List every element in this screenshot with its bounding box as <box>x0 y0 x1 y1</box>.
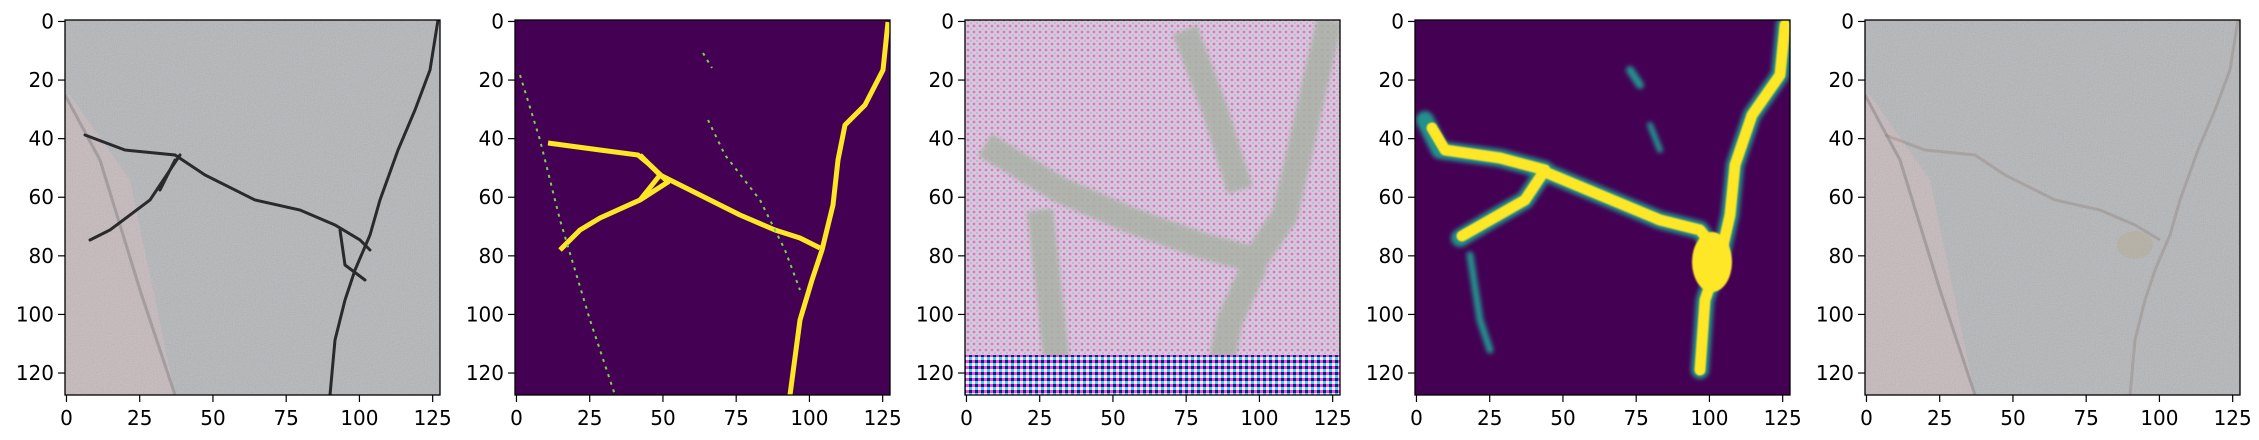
panel-2-x-tick-label: 125 <box>864 406 902 430</box>
panel-5-image <box>1865 20 2240 395</box>
panel-4-y-tick-label: 0 <box>1391 9 1404 33</box>
panel-3-x-tick-label: 50 <box>1100 406 1125 430</box>
panel-4-x-tick-label: 0 <box>1410 406 1423 430</box>
panel-2-x-tick-label: 100 <box>790 406 828 430</box>
panel-1-x-tick-label: 125 <box>414 406 452 430</box>
panel-4-y-tick-label: 40 <box>1379 127 1404 151</box>
panel-3-image <box>965 20 1340 395</box>
panel-3-y-tick-label: 80 <box>929 244 954 268</box>
panel-2-frame <box>514 19 891 396</box>
panel-2-image <box>515 20 890 395</box>
panel-3-y-tick-label: 100 <box>916 302 954 326</box>
panel-3-y-tick-label: 60 <box>929 185 954 209</box>
panel-3-x-tick-label: 75 <box>1173 406 1198 430</box>
panel-1-image <box>65 20 440 395</box>
panel-1-y-tick-label: 100 <box>16 302 54 326</box>
panel-1-y-tick-label: 20 <box>29 68 54 92</box>
panel-5-y-tick-label: 60 <box>1829 185 1854 209</box>
panel-5-x-tick-label: 50 <box>2000 406 2025 430</box>
panel-1-y-tick-label: 0 <box>41 9 54 33</box>
panel-3-x-tick-label: 25 <box>1027 406 1052 430</box>
panel-4-x-tick-label: 50 <box>1550 406 1575 430</box>
panel-2-x-tick-label: 50 <box>650 406 675 430</box>
panel-3-frame <box>964 19 1341 396</box>
panel-1-x-tick-label: 0 <box>60 406 73 430</box>
panel-5-y-tick-label: 120 <box>1816 361 1854 385</box>
panel-2-y-tick-label: 40 <box>479 127 504 151</box>
panel-4-y-tick-label: 60 <box>1379 185 1404 209</box>
panel-4-frame <box>1414 19 1791 396</box>
panel-2-x-tick-label: 25 <box>577 406 602 430</box>
panel-4-y-tick-label: 100 <box>1366 302 1404 326</box>
panel-1-frame <box>64 19 441 396</box>
panel-3-x-tick-label: 125 <box>1314 406 1352 430</box>
panel-1-y-tick-label: 60 <box>29 185 54 209</box>
panel-5-y-tick-label: 20 <box>1829 68 1854 92</box>
panel-3-y-tick-label: 20 <box>929 68 954 92</box>
panel-3-x-tick-label: 100 <box>1240 406 1278 430</box>
panel-4-x-tick-label: 100 <box>1690 406 1728 430</box>
panel-2-y-tick-label: 0 <box>491 9 504 33</box>
panel-5-x-tick-label: 25 <box>1927 406 1952 430</box>
panel-5-y-tick-label: 40 <box>1829 127 1854 151</box>
panel-2-x-tick-label: 75 <box>723 406 748 430</box>
panel-4-x-tick-label: 25 <box>1477 406 1502 430</box>
panel-4-x-tick-label: 125 <box>1764 406 1802 430</box>
panel-5-frame <box>1864 19 2241 396</box>
panel-5-x-tick-label: 125 <box>2214 406 2252 430</box>
panel-5-y-tick-label: 100 <box>1816 302 1854 326</box>
panel-5-y-tick-label: 80 <box>1829 244 1854 268</box>
panel-3-y-tick-label: 40 <box>929 127 954 151</box>
panel-1-y-tick-label: 80 <box>29 244 54 268</box>
panel-2-x-tick-label: 0 <box>510 406 523 430</box>
panel-3-x-tick-label: 0 <box>960 406 973 430</box>
panel-1-x-tick-label: 50 <box>200 406 225 430</box>
panel-1-y-tick-label: 40 <box>29 127 54 151</box>
panel-1-x-tick-label: 100 <box>340 406 378 430</box>
panel-5-x-tick-label: 0 <box>1860 406 1873 430</box>
panel-4-y-tick-label: 20 <box>1379 68 1404 92</box>
panel-5-x-tick-label: 100 <box>2140 406 2178 430</box>
panel-5-x-tick-label: 75 <box>2073 406 2098 430</box>
panel-3-y-tick-label: 120 <box>916 361 954 385</box>
panel-2-y-tick-label: 120 <box>466 361 504 385</box>
panel-2-y-tick-label: 20 <box>479 68 504 92</box>
panel-2-y-tick-label: 60 <box>479 185 504 209</box>
panel-4-x-tick-label: 75 <box>1623 406 1648 430</box>
panel-5-y-tick-label: 0 <box>1841 9 1854 33</box>
panel-1-x-tick-label: 75 <box>273 406 298 430</box>
panel-4-image <box>1415 20 1790 395</box>
panel-3-y-tick-label: 0 <box>941 9 954 33</box>
panel-2-y-tick-label: 80 <box>479 244 504 268</box>
panel-2-y-tick-label: 100 <box>466 302 504 326</box>
panel-4-y-tick-label: 120 <box>1366 361 1404 385</box>
panel-1-y-tick-label: 120 <box>16 361 54 385</box>
panel-4-y-tick-label: 80 <box>1379 244 1404 268</box>
panel-1-x-tick-label: 25 <box>127 406 152 430</box>
